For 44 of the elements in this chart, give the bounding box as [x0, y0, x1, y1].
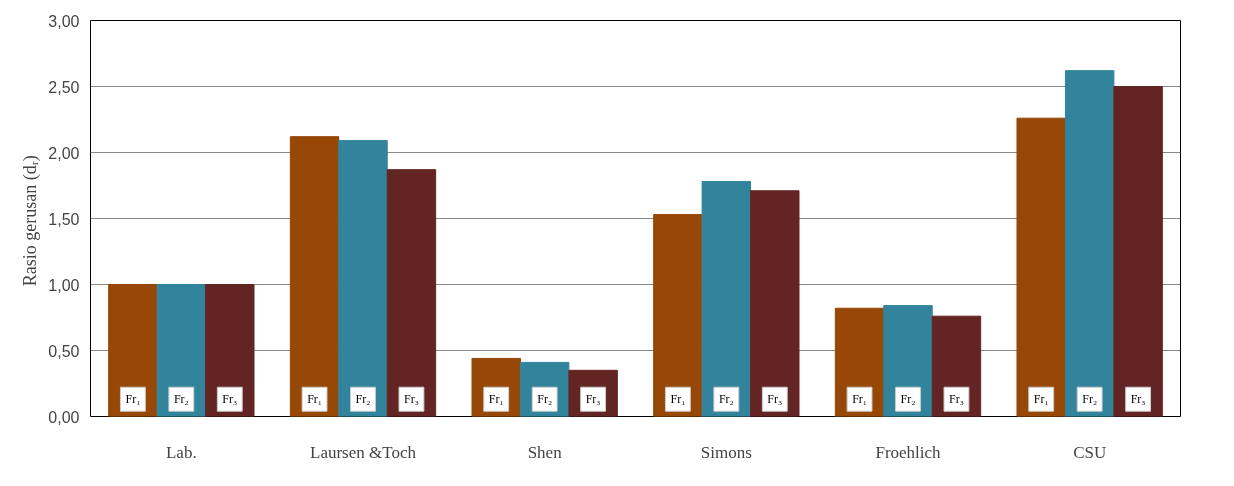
text: Fr₃: [404, 392, 419, 407]
bar: [289, 136, 340, 417]
text: Fr₁: [670, 392, 686, 407]
y-tick-label: 0,50: [48, 342, 80, 360]
bar: [701, 181, 752, 417]
series-label: Fr₃: [222, 392, 238, 407]
text: Fr₂: [900, 392, 916, 407]
text: Fr₃: [1130, 392, 1146, 407]
bar: [156, 284, 207, 417]
bar: [338, 140, 388, 417]
x-tick-label: Lab.: [165, 442, 197, 462]
y-tick-label: 3,00: [48, 12, 80, 30]
y-tick-label: 2,00: [48, 144, 80, 162]
bar: [1064, 70, 1115, 417]
bar: [1113, 86, 1163, 417]
text: Fr₂: [718, 392, 734, 407]
text: Fr₃: [767, 392, 783, 407]
series-label: Fr₁: [125, 392, 141, 407]
text: Fr₃: [949, 392, 964, 407]
bar: [386, 169, 437, 417]
text: Fr₂: [1082, 392, 1098, 407]
y-tick-label: 2,50: [48, 78, 80, 96]
bar: [653, 214, 703, 417]
x-tick-label: Simons: [700, 442, 752, 462]
text: Fr₁: [852, 392, 867, 407]
text: Fr₁: [307, 392, 322, 407]
text: Fr₂: [355, 392, 371, 407]
y-tick-label: 0,00: [48, 408, 80, 426]
y-tick-label: 1,00: [48, 276, 80, 294]
text: Fr₁: [488, 392, 504, 407]
bar: [1016, 117, 1066, 417]
text: Fr₃: [585, 392, 601, 407]
bar: [205, 284, 255, 417]
x-tick-label: Shen: [527, 442, 563, 462]
text: Fr₂: [537, 392, 553, 407]
x-tick-label: Laursen &Toch: [310, 442, 417, 462]
bar: [108, 284, 158, 417]
x-tick-label: CSU: [1073, 442, 1107, 462]
bar: [750, 190, 800, 417]
series-label: Fr₂: [173, 392, 189, 407]
x-tick-label: Froehlich: [875, 442, 942, 462]
text: Fr₁: [1033, 392, 1049, 407]
y-tick-label: 1,50: [48, 210, 80, 228]
y-axis-title: Rasio gerusan (dᵣ): [20, 155, 42, 287]
